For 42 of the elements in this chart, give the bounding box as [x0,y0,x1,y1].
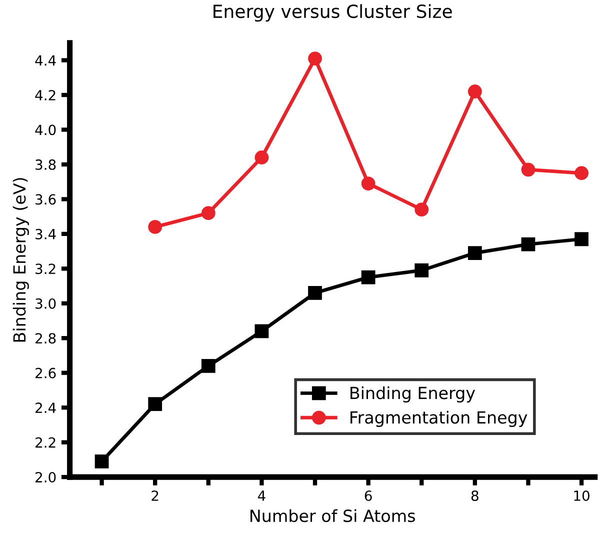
point [468,246,482,260]
y-tick-label: 3.0 [36,298,56,309]
point [201,206,216,220]
y-tick-label: 2.0 [36,472,56,483]
point [94,454,109,468]
y-tick-label: 3.2 [36,264,56,274]
point [574,166,588,180]
y-tick-label: 3.8 [36,159,56,170]
point [308,52,322,66]
point [254,324,269,338]
x-tick-label: 4 [258,490,266,501]
point [148,220,162,234]
point [361,270,376,284]
point [308,286,322,300]
point [361,176,376,190]
point [148,397,162,412]
x-axis-title: Number of Si Atoms [250,509,415,522]
y-tick-label: 4.0 [35,124,56,136]
y-tick-label: 4.2 [35,90,56,100]
y-tick-label: 2.4 [36,402,56,413]
legend-label: Fragmentation Enegy [350,410,528,427]
y-axis-title: Binding Energy (eV) [12,178,29,342]
point [521,237,536,252]
point [414,202,429,217]
legend-label: Binding Energy [350,386,476,402]
y-tick-label: 3.4 [36,228,56,240]
point [254,150,269,164]
point [201,358,216,373]
y-tick-label: 2.2 [36,437,56,448]
point [521,162,536,177]
y-tick-label: 2.6 [36,368,56,378]
x-tick-label: 10 [574,490,590,501]
point [574,232,588,246]
x-tick-label: 2 [152,490,158,501]
x-tick-label: 6 [364,490,372,501]
point [468,84,482,98]
chart-title: Energy versus Cluster Size [214,4,452,22]
x-tick-label: 8 [471,490,478,501]
y-tick-label: 2.8 [36,333,56,344]
y-tick-label: 4.4 [35,55,56,66]
point [414,263,429,278]
y-tick-label: 3.6 [36,194,56,205]
